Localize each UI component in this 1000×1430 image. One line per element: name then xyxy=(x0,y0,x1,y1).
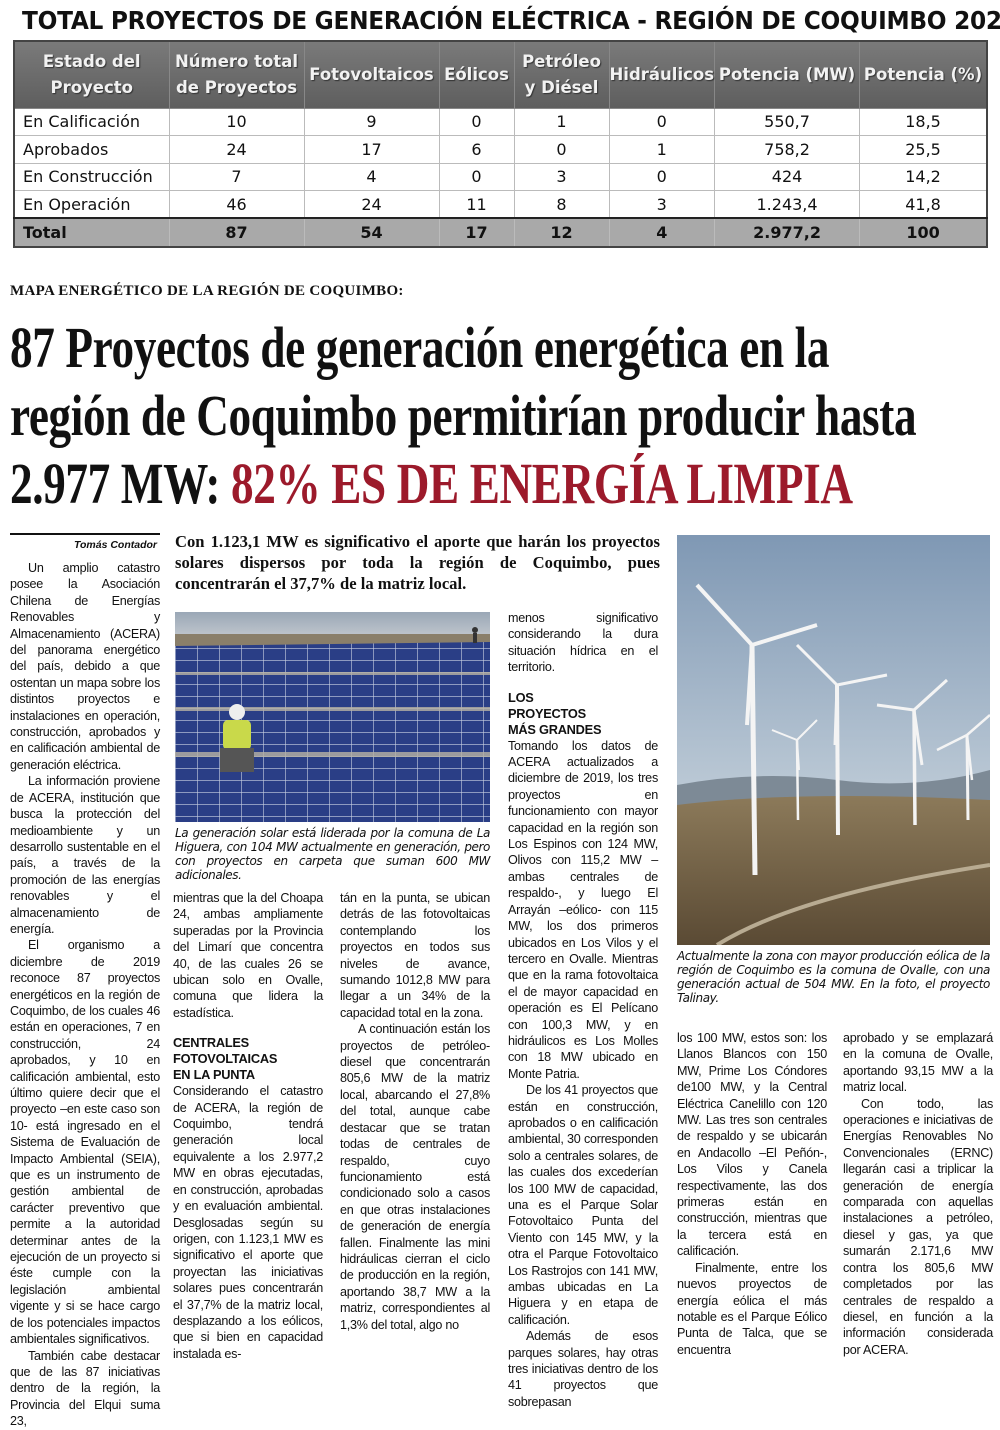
header-cell: Número total de Proyectos xyxy=(168,40,305,109)
table-cell: 24 xyxy=(303,190,440,219)
kicker: MAPA ENERGÉTICO DE LA REGIÓN DE COQUIMBO… xyxy=(10,283,404,299)
table-cell: 424 xyxy=(714,162,861,191)
table-row: Aprobados 24 17 6 0 1 758,2 25,5 xyxy=(13,135,988,164)
column-6: aprobado y se emplazará en la comuna de … xyxy=(843,1030,993,1358)
headline-line-1: 87 Proyectos de generación energética en… xyxy=(10,315,830,380)
table-row: En Operación 46 24 11 8 3 1.243,4 41,8 xyxy=(13,190,988,219)
paragraph: Considerando el catastro de ACERA, la re… xyxy=(173,1084,323,1361)
table-cell: 0 xyxy=(608,162,716,191)
table-cell: 758,2 xyxy=(714,135,861,164)
subheading: LOS PROYECTOS MÁS GRANDES xyxy=(508,689,602,737)
table-cell: 24 xyxy=(168,135,305,164)
paragraph: mientras que la del Choapa 24, ambas amp… xyxy=(173,891,323,1020)
table-cell: 1.243,4 xyxy=(714,190,861,219)
table-cell: 2.977,2 xyxy=(714,217,861,248)
table-cell: 14,2 xyxy=(859,162,988,191)
column-4: menos significativo considerando la dura… xyxy=(508,610,658,1410)
table-total-row: Total 87 54 17 12 4 2.977,2 100 xyxy=(13,217,988,248)
table-cell: 7 xyxy=(168,162,305,191)
paragraph: menos significativo considerando la dura… xyxy=(508,611,658,675)
table-cell: 6 xyxy=(438,135,515,164)
wind-photo-caption: Actualmente la zona con mayor producción… xyxy=(677,949,990,1005)
paragraph: El organismo a diciembre de 2019 reconoc… xyxy=(10,938,160,1347)
table-cell: 11 xyxy=(438,190,515,219)
solar-panels-photo xyxy=(175,612,490,822)
column-3: tán en la punta, se ubican detrás de las… xyxy=(340,890,490,1333)
table-cell: 18,5 xyxy=(859,107,988,136)
table-cell: 17 xyxy=(303,135,440,164)
byline: Tomás Contador xyxy=(73,539,157,551)
table-row: En Construcción 7 4 0 3 0 424 14,2 xyxy=(13,162,988,191)
table-cell: 8 xyxy=(513,190,610,219)
table-cell: En Calificación xyxy=(13,107,170,136)
paragraph: tán en la punta, se ubican detrás de las… xyxy=(340,891,490,1020)
table-cell: 4 xyxy=(608,217,716,248)
header-cell: Hidráulicos xyxy=(608,40,716,109)
table-cell: 54 xyxy=(303,217,440,248)
table-cell: 9 xyxy=(303,107,440,136)
divider xyxy=(10,533,160,535)
paragraph: Con todo, las operaciones e iniciativas … xyxy=(843,1096,993,1357)
table-cell: 41,8 xyxy=(859,190,988,219)
table-row: En Calificación 10 9 0 1 0 550,7 18,5 xyxy=(13,107,988,136)
column-1: Un amplio catastro posee la Asociación C… xyxy=(10,560,160,1430)
table-title: TOTAL PROYECTOS DE GENERACIÓN ELÉCTRICA … xyxy=(22,6,1000,35)
column-2: mientras que la del Choapa 24, ambas amp… xyxy=(173,890,323,1362)
table-cell: 17 xyxy=(438,217,515,248)
table-cell: 0 xyxy=(438,162,515,191)
wind-turbines-photo xyxy=(677,535,990,945)
deck: Con 1.123,1 MW es significativo el aport… xyxy=(175,532,660,593)
table-cell: Total xyxy=(13,217,170,248)
table-cell: En Construcción xyxy=(13,162,170,191)
headline-line-3: 2.977 MW: 82% ES DE ENERGÍA LIMPIA xyxy=(10,450,853,517)
table-cell: Aprobados xyxy=(13,135,170,164)
paragraph: De los 41 proyectos que están en constru… xyxy=(508,1083,658,1327)
table-cell: 0 xyxy=(513,135,610,164)
headline-line-2: región de Coquimbo permitirían producir … xyxy=(10,383,917,448)
table-cell: 100 xyxy=(859,217,988,248)
table-cell: En Operación xyxy=(13,190,170,219)
header-cell: Potencia (MW) xyxy=(714,40,861,109)
worker-figure xyxy=(220,704,254,772)
table-cell: 0 xyxy=(438,107,515,136)
headline-highlight: 82% ES DE ENERGÍA LIMPIA xyxy=(231,451,853,516)
header-cell: Petróleo y Diésel xyxy=(513,40,610,109)
header-cell: Fotovoltaicos xyxy=(303,40,440,109)
headline-figure: 2.977 MW: xyxy=(10,451,232,516)
table-cell: 25,5 xyxy=(859,135,988,164)
header-cell: Eólicos xyxy=(438,40,515,109)
paragraph: Un amplio catastro posee la Asociación C… xyxy=(10,561,160,772)
paragraph: los 100 MW, estos son: los Llanos Blanco… xyxy=(677,1031,827,1259)
paragraph: Además de esos parques solares, hay otra… xyxy=(508,1329,658,1409)
table-cell: 12 xyxy=(513,217,610,248)
table-cell: 4 xyxy=(303,162,440,191)
column-5: los 100 MW, estos son: los Llanos Blanco… xyxy=(677,1030,827,1358)
table-cell: 1 xyxy=(513,107,610,136)
header-cell: Estado del Proyecto xyxy=(13,40,170,109)
paragraph: A continuación están los proyectos de pe… xyxy=(340,1022,490,1332)
paragraph: La información proviene de ACERA, instit… xyxy=(10,774,160,936)
table-cell: 87 xyxy=(168,217,305,248)
subheading: CENTRALES FOTOVOLTAICAS EN LA PUNTA xyxy=(173,1035,278,1083)
table-cell: 10 xyxy=(168,107,305,136)
table-header-row: Estado del Proyecto Número total de Proy… xyxy=(13,40,988,109)
solar-photo-caption: La generación solar está liderada por la… xyxy=(175,826,490,882)
table-cell: 3 xyxy=(608,190,716,219)
table-cell: 550,7 xyxy=(714,107,861,136)
table-cell: 3 xyxy=(513,162,610,191)
projects-table: Estado del Proyecto Número total de Proy… xyxy=(13,40,988,248)
paragraph: Finalmente, entre los nuevos proyectos d… xyxy=(677,1260,827,1357)
table-cell: 46 xyxy=(168,190,305,219)
table-cell: 0 xyxy=(608,107,716,136)
table-cell: 1 xyxy=(608,135,716,164)
header-cell: Potencia (%) xyxy=(859,40,988,109)
paragraph: También cabe destacar que de las 87 inic… xyxy=(10,1348,160,1429)
paragraph: Tomando los datos de ACERA actualizados … xyxy=(508,738,658,1081)
paragraph: aprobado y se emplazará en la comuna de … xyxy=(843,1031,993,1095)
